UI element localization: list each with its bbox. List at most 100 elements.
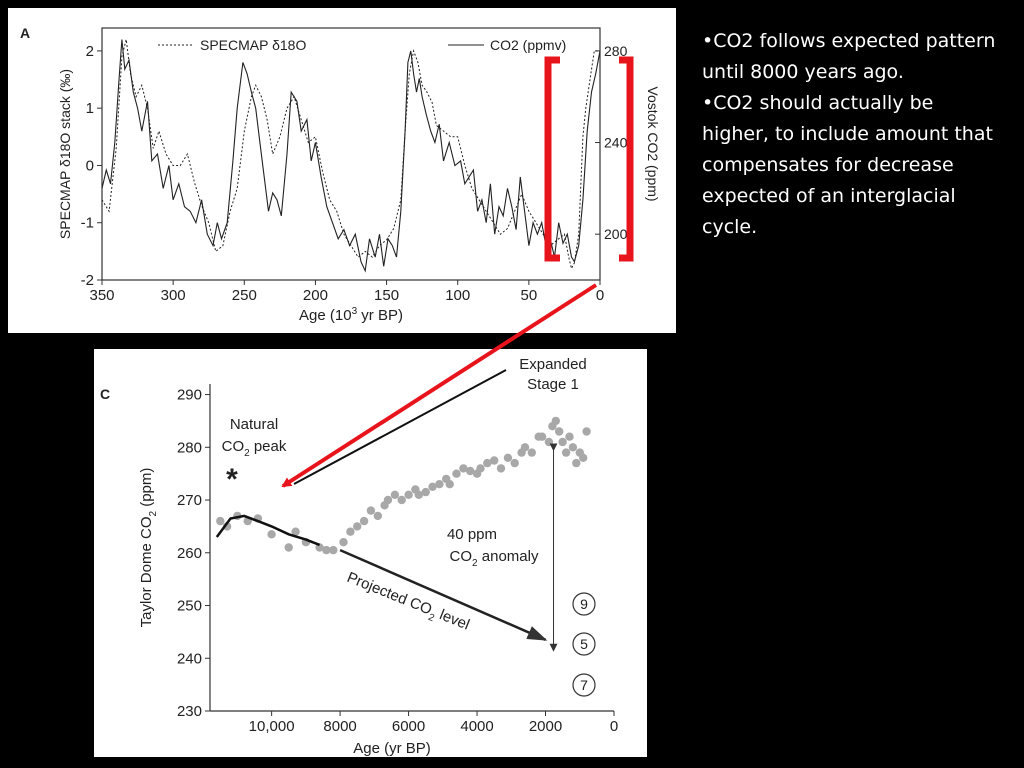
- x-tick-label: 50: [521, 287, 538, 304]
- data-point: [503, 453, 513, 462]
- anomaly-label-line1: 40 ppm: [447, 526, 497, 543]
- series-line-co2: [101, 39, 601, 273]
- y-tick-label: 270: [177, 492, 202, 509]
- projected-arrow: [339, 548, 548, 641]
- x-axis-label: Age (103 yr BP): [299, 306, 403, 324]
- data-point: [353, 522, 362, 531]
- y-left-tick-label: 1: [86, 100, 94, 117]
- x-tick-label: 10,000: [249, 718, 295, 735]
- peak-label-line1: Natural: [230, 416, 278, 433]
- x-tick-label: 200: [303, 287, 328, 304]
- y-axis-label: Taylor Dome CO2 (ppm): [138, 468, 159, 628]
- data-point: [366, 506, 376, 515]
- circled-number-ring: [572, 592, 596, 616]
- note-item-1: •CO2 follows expected pattern until 8000…: [702, 30, 996, 83]
- x-tick-label: 6000: [392, 718, 425, 735]
- chart-panel-a: A 350 300 250 200 150 100 50 0 2 1 0 -1 -2 280 240 200 Ag…: [8, 8, 676, 333]
- data-point: [555, 427, 564, 436]
- peak-marker: *: [226, 463, 238, 496]
- y-right-tick-label: 200: [604, 226, 628, 242]
- data-point: [445, 480, 454, 489]
- x-tick-label: 150: [374, 287, 399, 304]
- y-left-tick-label: -2: [81, 272, 94, 289]
- x-tick-label: 2000: [529, 718, 562, 735]
- y-left-tick-label: 0: [86, 157, 94, 174]
- x-tick-label: 4000: [460, 718, 493, 735]
- y-left-tick-label: 2: [86, 43, 94, 60]
- x-tick-label: 0: [610, 718, 618, 735]
- data-point: [267, 530, 276, 539]
- data-point: [435, 480, 444, 489]
- data-point: [572, 458, 581, 468]
- legend-label: CO2 (ppmv): [490, 37, 566, 53]
- data-point: [510, 458, 519, 468]
- peak-label-line2: CO2 peak: [222, 438, 287, 459]
- panel-label: C: [100, 386, 110, 402]
- y-tick-label: 280: [177, 439, 202, 456]
- data-point: [404, 490, 413, 499]
- anomaly-label-line2: CO2 anomaly: [450, 548, 539, 569]
- x-tick-label: 8000: [323, 718, 356, 735]
- data-point: [558, 437, 567, 447]
- x-tick-label: 0: [596, 287, 604, 304]
- data-point: [322, 545, 331, 555]
- data-point: [390, 490, 400, 499]
- y-tick-label: 260: [177, 545, 202, 562]
- circled-number-ring: [572, 673, 596, 697]
- data-point: [421, 487, 430, 497]
- data-point: [582, 427, 591, 436]
- y-tick-label: 250: [177, 598, 202, 615]
- y-tick-label: 240: [177, 650, 202, 667]
- data-point: [216, 516, 225, 526]
- data-point: [579, 453, 588, 462]
- note-item-2: •CO2 should actually be higher, to inclu…: [702, 92, 993, 238]
- y-right-axis-label: Vostok CO2 (ppm): [645, 86, 661, 201]
- data-point: [373, 511, 382, 521]
- data-point: [527, 448, 536, 457]
- y-left-tick-label: -1: [81, 215, 94, 232]
- notes-list: •CO2 follows expected pattern until 8000…: [702, 26, 1002, 243]
- circled-number-label: 7: [580, 677, 588, 693]
- circled-number-ring: [572, 632, 596, 656]
- circled-number-label: 5: [580, 636, 588, 652]
- projected-trend-line: [215, 514, 321, 547]
- expanded-label-line1: Expanded: [519, 356, 587, 373]
- data-point: [397, 495, 406, 505]
- expanded-pointer-line: [293, 369, 507, 485]
- data-point: [452, 469, 461, 478]
- data-point: [476, 464, 485, 473]
- data-point: [359, 516, 369, 526]
- vostok-specmap-chart: A 350 300 250 200 150 100 50 0 2 1 0 -1 -2 280 240 200 Ag…: [20, 25, 661, 324]
- x-tick-label: 100: [445, 287, 470, 304]
- y-right-tick-label: 280: [604, 43, 628, 59]
- expanded-label-line2: Stage 1: [527, 376, 579, 393]
- data-point: [568, 443, 578, 452]
- taylor-dome-chart: C 290 280 270 260 250 240 230 10,000 8000 6000 4000…: [100, 356, 618, 757]
- data-point: [414, 490, 423, 499]
- y-tick-label: 230: [177, 703, 202, 720]
- x-tick-label: 250: [232, 287, 257, 304]
- series-line-specmap: [101, 39, 600, 270]
- data-point: [284, 543, 293, 552]
- data-point: [346, 527, 355, 536]
- data-point: [551, 416, 560, 426]
- x-tick-label: 350: [89, 287, 114, 304]
- panel-label: A: [20, 25, 30, 41]
- y-tick-label: 290: [177, 387, 202, 404]
- data-point: [383, 495, 393, 505]
- x-tick-label: 300: [161, 287, 186, 304]
- circled-number-label: 9: [580, 596, 588, 612]
- legend-label: SPECMAP δ18O: [200, 37, 306, 53]
- data-point: [561, 448, 571, 457]
- data-point: [544, 437, 554, 447]
- chart-panel-c: C 290 280 270 260 250 240 230 10,000 8000 6000 4000…: [94, 349, 647, 757]
- data-point: [565, 432, 574, 441]
- data-point: [496, 464, 506, 473]
- y-left-axis-label: SPECMAP δ18O stack (‰): [57, 69, 73, 239]
- data-point: [537, 432, 547, 441]
- y-right-tick-label: 240: [604, 135, 628, 151]
- plot-frame: [101, 27, 601, 281]
- data-point: [520, 443, 530, 452]
- x-axis-label: Age (yr BP): [353, 740, 431, 757]
- data-point: [490, 456, 499, 465]
